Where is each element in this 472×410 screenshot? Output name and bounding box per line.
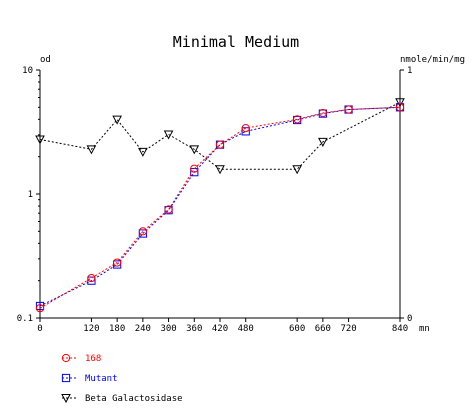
point-circle xyxy=(241,123,250,133)
y-right-unit-label: nmole/min/mg xyxy=(400,55,465,65)
chart-title: Minimal Medium xyxy=(173,33,299,51)
x-tick-label: 600 xyxy=(289,324,305,334)
point-triangle xyxy=(86,145,97,155)
point-circle xyxy=(395,103,405,112)
legend-label: Beta Galactosidase xyxy=(85,394,183,404)
point-circle xyxy=(87,273,96,283)
x-tick-label: 720 xyxy=(340,324,356,334)
point-triangle xyxy=(395,98,405,108)
point-triangle xyxy=(163,130,174,140)
point-circle xyxy=(318,108,327,118)
x-tick-label: 840 xyxy=(392,324,408,334)
y-right-tick-label: 1 xyxy=(407,66,412,76)
y-left-tick-label: 0.1 xyxy=(17,314,33,324)
series-layer xyxy=(35,98,405,313)
legend-label: Mutant xyxy=(85,374,118,384)
point-square xyxy=(61,373,71,383)
point-circle xyxy=(61,353,71,363)
x-tick-label: 120 xyxy=(83,324,99,334)
legend-label: 168 xyxy=(85,354,101,364)
point-triangle xyxy=(61,394,71,404)
point-triangle xyxy=(292,165,302,175)
point-circle xyxy=(190,164,199,173)
point-square xyxy=(138,229,147,238)
series-line xyxy=(39,101,401,170)
y-right-tick-label: 0 xyxy=(407,314,412,324)
point-circle xyxy=(35,304,45,313)
x-tick-label: 300 xyxy=(160,324,176,334)
legend-item: Mutant xyxy=(61,373,118,384)
series-mutant xyxy=(35,103,405,311)
y-left-unit-label: od xyxy=(40,55,51,65)
x-unit-label: mn xyxy=(419,324,430,334)
point-triangle xyxy=(138,147,148,157)
point-triangle xyxy=(35,135,45,145)
point-circle xyxy=(215,140,225,149)
x-tick-label: 660 xyxy=(315,324,331,334)
point-circle xyxy=(293,115,302,124)
point-triangle xyxy=(189,145,200,155)
x-tick-label: 360 xyxy=(186,324,202,334)
legend-item: 168 xyxy=(61,353,101,364)
x-tick-label: 480 xyxy=(238,324,254,334)
x-tick-label: 180 xyxy=(109,324,125,334)
series-line xyxy=(39,106,401,309)
point-triangle xyxy=(215,165,225,175)
point-circle xyxy=(344,105,353,114)
series-strain-168 xyxy=(35,103,405,313)
point-circle xyxy=(138,227,147,236)
legend-item: Beta Galactosidase xyxy=(61,394,183,404)
series-beta-galactosidase xyxy=(35,98,405,175)
legend: 168 Mutant Beta Galactosidase xyxy=(61,353,183,404)
y-left-tick-label: 1 xyxy=(28,190,33,200)
point-square xyxy=(87,276,96,285)
point-circle xyxy=(164,205,173,214)
x-tick-label: 420 xyxy=(212,324,228,334)
point-circle xyxy=(113,258,122,267)
point-triangle xyxy=(112,115,122,125)
y-left-tick-label: 10 xyxy=(22,66,33,76)
point-triangle xyxy=(318,137,328,147)
x-tick-label: 0 xyxy=(37,324,42,334)
axes-group: 0 120 180 240 300 360 420 480 600 660 720 8400.1110… xyxy=(17,66,413,334)
x-tick-label: 240 xyxy=(135,324,151,334)
